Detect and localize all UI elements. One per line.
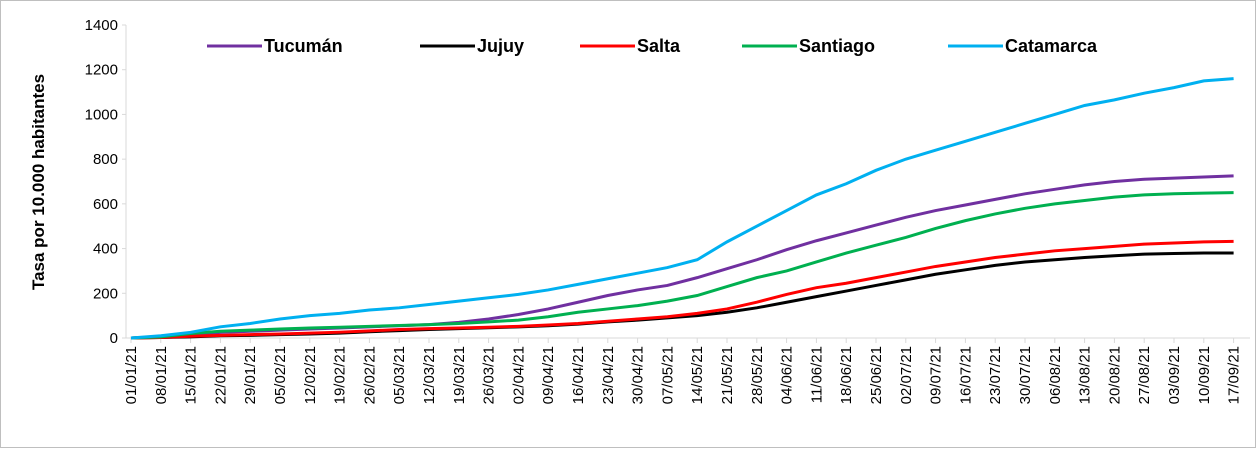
x-tick-label: 02/04/21 xyxy=(510,346,527,404)
legend-label: Jujuy xyxy=(477,36,524,56)
line-series xyxy=(130,77,1234,340)
x-tick-label: 15/01/21 xyxy=(183,346,200,404)
x-tick-label: 29/01/21 xyxy=(242,346,259,404)
x-tick-label: 19/03/21 xyxy=(451,346,468,404)
x-tick-label: 17/09/21 xyxy=(1226,346,1243,404)
x-tick-label: 12/03/21 xyxy=(421,346,438,404)
x-tick-label: 12/02/21 xyxy=(302,346,319,404)
x-tick-label: 26/03/21 xyxy=(481,346,498,404)
y-axis-label: Tasa por 10.000 habitantes xyxy=(29,74,48,290)
x-tick-label: 02/07/21 xyxy=(898,346,915,404)
y-tick-label: 400 xyxy=(93,241,118,258)
x-tick-label: 05/03/21 xyxy=(391,346,408,404)
x-tick-label: 11/06/21 xyxy=(808,346,825,403)
x-tick-label: 21/05/21 xyxy=(719,346,736,404)
y-tick-label: 200 xyxy=(93,285,118,302)
legend-label: Salta xyxy=(637,36,681,56)
x-tick-label: 22/01/21 xyxy=(212,346,229,404)
line-series xyxy=(130,191,1234,340)
x-tick-label: 14/05/21 xyxy=(689,346,706,404)
y-tick-label: 1000 xyxy=(85,106,118,123)
x-tick-label: 09/04/21 xyxy=(540,346,557,404)
y-tick-label: 800 xyxy=(93,151,118,168)
y-tick-label: 0 xyxy=(110,330,118,347)
x-tick-label: 06/08/21 xyxy=(1047,346,1064,404)
x-tick-label: 16/07/21 xyxy=(957,346,974,404)
x-tick-label: 16/04/21 xyxy=(570,346,587,404)
x-tick-label: 10/09/21 xyxy=(1196,346,1213,404)
x-tick-label: 05/02/21 xyxy=(272,346,289,404)
x-tick-label: 13/08/21 xyxy=(1077,346,1094,404)
x-tick-label: 04/06/21 xyxy=(779,346,796,404)
x-tick-label: 28/05/21 xyxy=(749,346,766,404)
x-tick-label: 09/07/21 xyxy=(928,346,945,404)
x-tick-label: 18/06/21 xyxy=(838,346,855,404)
x-tick-label: 30/04/21 xyxy=(630,346,647,404)
line-series xyxy=(130,239,1234,340)
x-tick-label: 25/06/21 xyxy=(868,346,885,404)
x-tick-label: 07/05/21 xyxy=(659,346,676,404)
y-tick-label: 600 xyxy=(93,196,118,213)
x-tick-label: 30/07/21 xyxy=(1017,346,1034,404)
y-tick-label: 1400 xyxy=(85,17,118,34)
x-tick-label: 20/08/21 xyxy=(1106,346,1123,404)
x-tick-label: 03/09/21 xyxy=(1166,346,1183,404)
x-tick-label: 27/08/21 xyxy=(1136,346,1153,404)
y-tick-label: 1200 xyxy=(85,62,118,79)
x-tick-label: 26/02/21 xyxy=(361,346,378,404)
legend-label: Tucumán xyxy=(264,36,343,56)
x-tick-label: 23/04/21 xyxy=(600,346,617,404)
legend-label: Santiago xyxy=(799,36,875,56)
x-tick-label: 08/01/21 xyxy=(153,346,170,404)
x-tick-label: 19/02/21 xyxy=(332,346,349,404)
legend-label: Catamarca xyxy=(1005,36,1098,56)
x-tick-label: 01/01/21 xyxy=(123,346,140,404)
x-tick-label: 23/07/21 xyxy=(987,346,1004,404)
